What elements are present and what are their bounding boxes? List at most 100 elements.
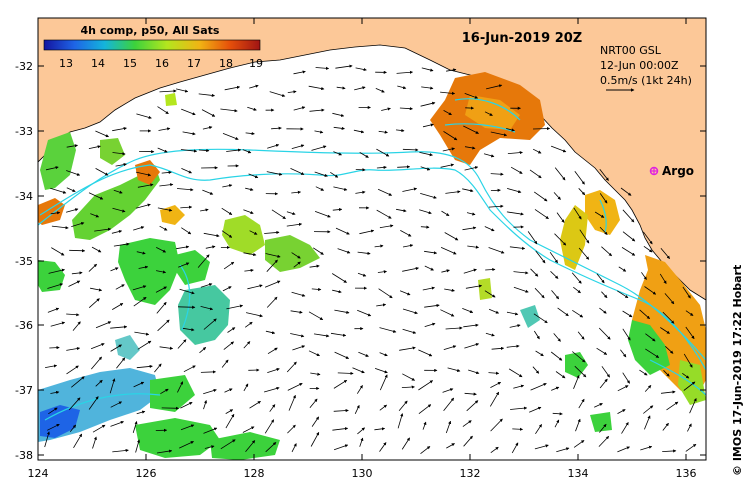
current-vector-arrow [685,310,694,316]
current-vector-arrow [95,379,103,387]
current-vector-arrow [135,171,152,177]
current-vector-arrow [374,368,388,374]
current-vector-arrow [112,448,129,453]
current-vector-arrow [335,227,350,235]
current-vector-arrow [357,251,371,255]
current-vector-arrow [358,351,369,357]
current-vector-arrow [440,309,455,317]
current-vector-arrow [243,383,249,392]
current-vector-arrow [484,290,496,298]
current-vector-arrow [291,190,302,194]
current-vector-arrow [378,288,393,299]
current-vector-arrow [532,126,551,131]
current-vector-arrow [308,350,320,357]
current-vector-arrow [68,397,81,411]
current-vector-arrow [574,365,587,378]
x-tick-label: 130 [352,467,373,480]
current-vector-arrow [660,327,670,334]
current-vector-arrow [310,372,321,376]
current-vector-arrow [359,437,364,447]
current-vector-arrow [483,153,495,158]
current-vector-arrow [579,229,590,244]
current-vector-arrow [527,231,538,245]
current-vector-arrow [378,130,388,134]
current-vector-arrow [88,192,104,200]
current-vector-arrow [622,328,631,341]
info-line-3: 0.5m/s (1kt 24h) [600,74,692,87]
current-vector-arrow [309,264,320,268]
current-vector-arrow [488,204,504,208]
current-vector-arrow [198,148,210,153]
current-vector-arrow [200,306,214,311]
current-vector-arrow [91,246,102,253]
current-vector-arrow [488,308,500,314]
current-vector-arrow [463,125,479,134]
current-vector-arrow [401,385,415,389]
current-vector-arrow [332,289,342,294]
current-vector-arrow [665,346,674,354]
current-vector-arrow [225,409,234,414]
current-vector-arrow [224,85,241,91]
current-vector-arrow [645,348,660,358]
current-vector-arrow [463,323,479,328]
current-vector-arrow [424,322,436,327]
current-vector-arrow [110,344,122,352]
current-vector-arrow [359,152,369,158]
current-vector-arrow [379,442,387,452]
current-vector-arrow [441,269,450,273]
colorbar-tick: 16 [155,57,169,70]
current-vector-arrow [226,148,242,152]
current-vector-arrow [462,226,477,231]
current-vector-arrow [266,259,278,272]
current-vector-arrow [159,225,168,231]
current-vector-arrow [484,111,493,116]
current-vector-arrow [65,208,79,213]
current-vector-arrow [573,375,580,389]
current-vector-arrow [69,424,77,432]
current-vector-arrow [578,398,585,409]
current-vector-arrow [396,208,407,213]
current-vector-arrow [399,290,411,296]
current-vector-arrow [639,369,648,376]
current-vector-arrow [396,70,414,74]
y-axis [38,65,706,456]
current-vector-arrow [176,188,194,192]
current-vector-arrow [244,268,254,272]
x-tick-label: 128 [244,467,265,480]
current-vector-arrow [352,367,365,374]
y-tick-label: -34 [15,190,33,203]
current-vector-arrow [176,88,189,93]
current-vector-arrow [441,210,450,217]
y-tick-label: -35 [15,255,33,268]
current-vector-arrow [69,249,86,253]
current-vector-arrow [594,403,603,408]
colorbar-tick: 18 [219,57,233,70]
colorbar-tick: 14 [91,57,105,70]
current-vector-arrow [599,307,607,314]
current-vector-arrow [596,347,608,355]
current-vector-arrow [287,383,303,391]
current-vector-arrow [92,424,106,433]
current-vector-arrow [200,283,213,288]
current-vector-arrow [180,424,195,431]
current-vector-arrow [242,149,252,154]
current-vector-arrow [397,165,411,169]
current-vector-arrow [177,305,196,309]
current-vector-arrow [599,226,608,235]
current-vector-arrow [133,226,145,231]
current-vector-arrow [442,147,456,152]
current-vector-arrow [506,311,519,316]
current-vector-arrow [617,409,626,414]
colorbar-tick: 13 [59,57,73,70]
current-vector-arrow [332,207,343,212]
current-vector-arrow [178,262,190,268]
current-vector-arrow [533,330,540,340]
current-vector-arrow [666,401,679,411]
current-vector-arrow [90,343,105,350]
current-vector-arrow [314,211,331,218]
current-vector-arrow [264,280,281,288]
current-vector-arrow [293,70,306,75]
current-vector-arrow [315,66,330,70]
current-vector-arrow [202,189,214,195]
current-vector-arrow [535,424,542,435]
